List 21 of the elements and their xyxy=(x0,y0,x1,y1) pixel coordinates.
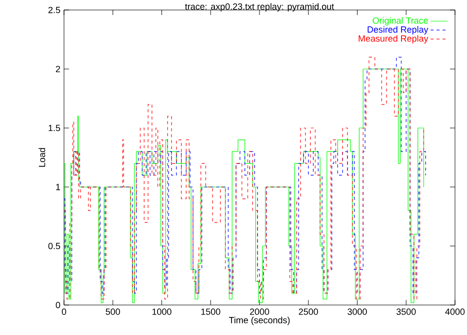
y-tick-label: 0 xyxy=(56,302,60,308)
x-tick-label: 4000 xyxy=(445,308,465,315)
x-tick-label: 1500 xyxy=(201,308,220,315)
y-tick-label: 1.5 xyxy=(48,124,60,132)
chart-title: trace: axp0.23.txt replay: pyramid.out xyxy=(185,3,334,12)
x-tick-label: 3500 xyxy=(396,308,416,315)
x-tick-label: 1000 xyxy=(152,308,172,315)
x-axis-title: Time (seconds) xyxy=(228,316,290,326)
legend-label: Measured Replay xyxy=(358,35,428,44)
x-tick-label: 2500 xyxy=(298,308,318,315)
x-tick-label: 2000 xyxy=(250,308,270,315)
y-tick-label: 0.5 xyxy=(48,242,60,250)
x-tick-label: 3000 xyxy=(348,308,367,315)
y-tick-label: 2.5 xyxy=(48,6,60,14)
legend-label: Original Trace xyxy=(372,17,428,26)
x-tick-label: 0 xyxy=(62,308,66,315)
y-axis-title: Load xyxy=(38,148,46,167)
y-tick-label: 2 xyxy=(56,66,60,72)
legend-label: Desired Replay xyxy=(368,26,428,34)
x-tick-label: 500 xyxy=(106,308,120,315)
y-tick-label: 1 xyxy=(56,184,60,190)
